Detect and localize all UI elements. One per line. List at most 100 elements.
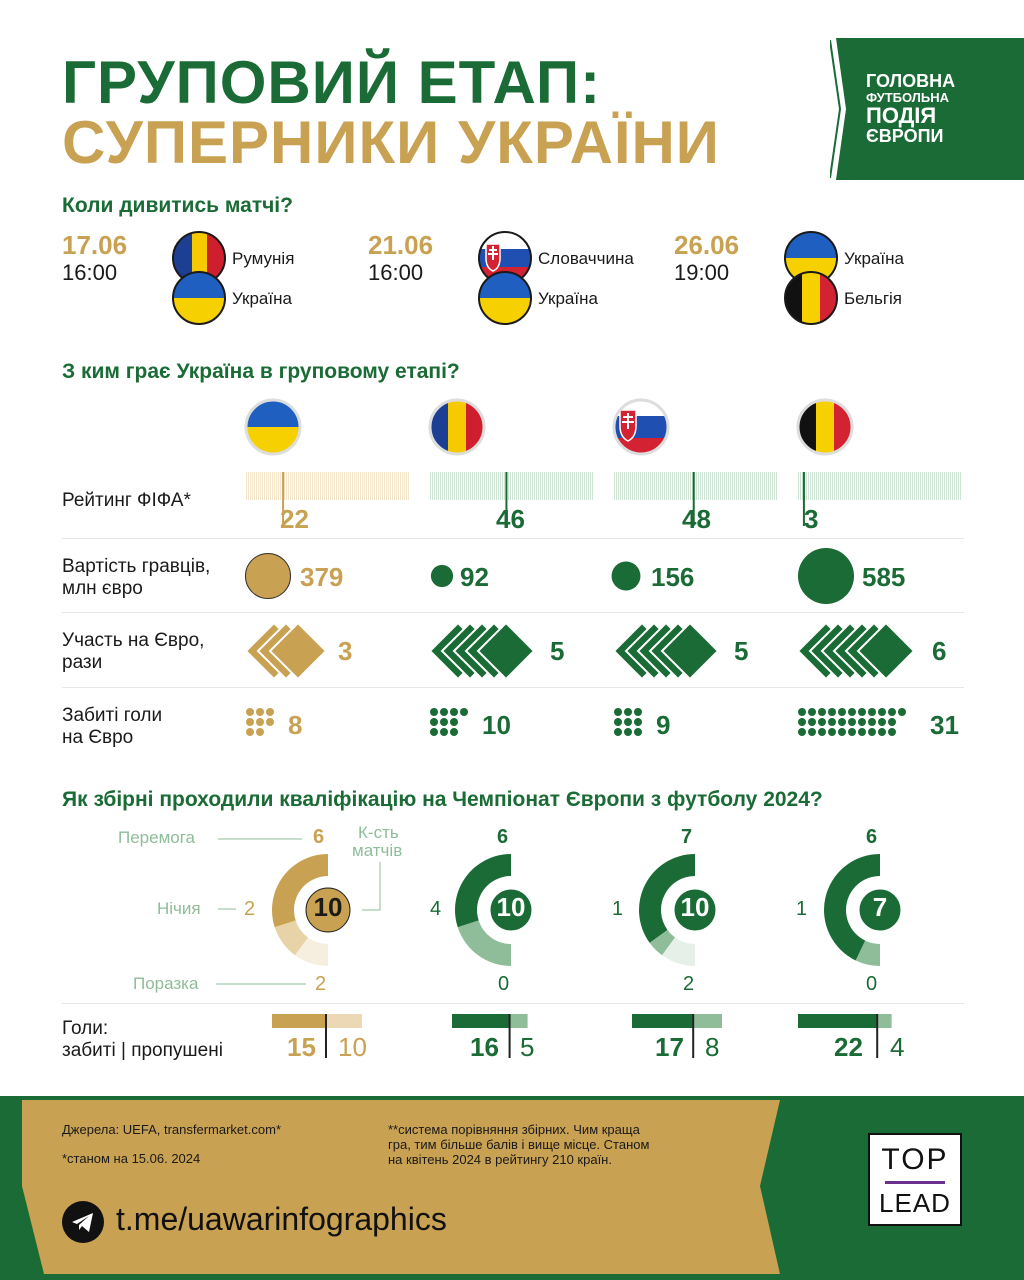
fifa-bar-tick (302, 472, 303, 500)
matches-center-circle (671, 886, 719, 934)
euro-participation-diamonds (244, 621, 328, 681)
fifa-bar-tick (738, 472, 739, 500)
goal-dot (878, 718, 886, 726)
fifa-bar-tick (544, 472, 545, 500)
fifa-bar-tick (914, 472, 915, 500)
schedule-title: Коли дивитись матчі? (62, 194, 293, 217)
match-team-1: Україна (844, 249, 904, 268)
goal-dot (430, 708, 438, 716)
fifa-bar-tick (538, 472, 539, 500)
win-segment (272, 854, 328, 928)
fifa-rank-marker (282, 472, 285, 526)
fifa-bar-tick (938, 472, 939, 500)
fifa-bar-tick (940, 472, 941, 500)
fifa-bar-tick (356, 472, 357, 500)
sources-text: Джерела: UEFA, transfermarket.com* (62, 1122, 282, 1137)
fifa-bar-tick (624, 472, 625, 500)
badge-line-3: ПОДІЯ (866, 103, 936, 128)
fifa-bar-tick (492, 472, 493, 500)
goals-label-2: на Євро (62, 727, 134, 748)
telegram-link[interactable]: t.me/uawarinfographics (116, 1201, 447, 1237)
goal-dot (858, 728, 866, 736)
comparison-title: З ким грає Україна в груповому етапі? (62, 360, 460, 383)
divider (62, 538, 964, 539)
goal-dot (624, 708, 632, 716)
fifa-bar-tick (542, 472, 543, 500)
fifa-bar-tick (664, 472, 665, 500)
fifa-bar-tick (712, 472, 713, 500)
fifa-bar-tick (294, 472, 295, 500)
match-flags (478, 231, 532, 325)
goals-bar (452, 1014, 528, 1058)
fifa-bar-tick (574, 472, 575, 500)
fifa-bar-tick (324, 472, 325, 500)
fifa-bar-tick (626, 472, 627, 500)
fifa-bar-tick (766, 472, 767, 500)
fifa-bar-tick (810, 472, 811, 500)
fifa-bar-tick (932, 472, 933, 500)
goal-dot (858, 708, 866, 716)
goals-divider (876, 1014, 879, 1058)
fifa-bar-tick (806, 472, 807, 500)
fifa-bar-tick (916, 472, 917, 500)
fifa-bar-tick (638, 472, 639, 500)
fifa-bar-tick (258, 472, 259, 500)
fifa-bar-tick (450, 472, 451, 500)
fifa-bar-tick (960, 472, 961, 500)
euro-ukraine: 3 (338, 636, 353, 666)
player-value-circle (244, 552, 292, 600)
goal-dot (624, 718, 632, 726)
fifa-bar-tick (620, 472, 621, 500)
note-line-3: на квітень 2024 в рейтингу 210 країн. (388, 1152, 612, 1167)
fifa-bar-tick (928, 472, 929, 500)
fifa-bar-tick (872, 472, 873, 500)
win-legend: Перемога (118, 828, 196, 847)
goal-dot (440, 728, 448, 736)
goal-dot (246, 708, 254, 716)
fifa-bar-tick (764, 472, 765, 500)
matches-leader-line (362, 862, 381, 911)
fifa-bar-tick (900, 472, 901, 500)
fifa-bar-tick (368, 472, 369, 500)
fifa-bar-tick (592, 472, 593, 500)
fifa-bar-tick (818, 472, 819, 500)
fifa-rank-slovakia: 48 (682, 504, 711, 534)
goal-dot (440, 718, 448, 726)
wins-slovakia: 7 (681, 826, 693, 848)
qualification-graphics (216, 838, 904, 1058)
fifa-bar-tick (686, 472, 687, 500)
fifa-bar-tick (446, 472, 447, 500)
fifa-bar-tick (838, 472, 839, 500)
fifa-bar-tick (848, 472, 849, 500)
scored-slovakia: 17 (655, 1032, 684, 1062)
fifa-bar-tick (468, 472, 469, 500)
euro-goals-dots (614, 708, 642, 736)
scored-bar (632, 1014, 694, 1028)
telegram-icon[interactable] (62, 1201, 104, 1243)
fifa-bar-tick (366, 472, 367, 500)
fifa-bar-tick (532, 472, 533, 500)
match-2: 21.06 16:00 Словаччина Україна (368, 230, 668, 330)
fifa-bar-tick (440, 472, 441, 500)
fifa-bar-tick (266, 472, 267, 500)
goal-dot (256, 708, 264, 716)
goal-dot (868, 718, 876, 726)
fifa-bar-tick (290, 472, 291, 500)
title-line-2: СУПЕРНИКИ УКРАЇНИ (62, 109, 720, 176)
logo-bottom-text: LEAD (879, 1188, 951, 1218)
fifa-bar-tick (268, 472, 269, 500)
fifa-bar-tick (304, 472, 305, 500)
euro-goals-dots (430, 708, 468, 736)
conceded-belgium: 4 (890, 1032, 905, 1062)
goal-dot (430, 728, 438, 736)
fifa-bar-tick (484, 472, 485, 500)
fifa-bar-tick (894, 472, 895, 500)
fifa-bar-tick (942, 472, 943, 500)
romania-flag-icon (428, 398, 486, 456)
goal-dot (798, 708, 806, 716)
fifa-bar-tick (842, 472, 843, 500)
fifa-bar-tick (816, 472, 817, 500)
fifa-bar-tick (854, 472, 855, 500)
fifa-bar-tick (650, 472, 651, 500)
goal-dot (450, 718, 458, 726)
